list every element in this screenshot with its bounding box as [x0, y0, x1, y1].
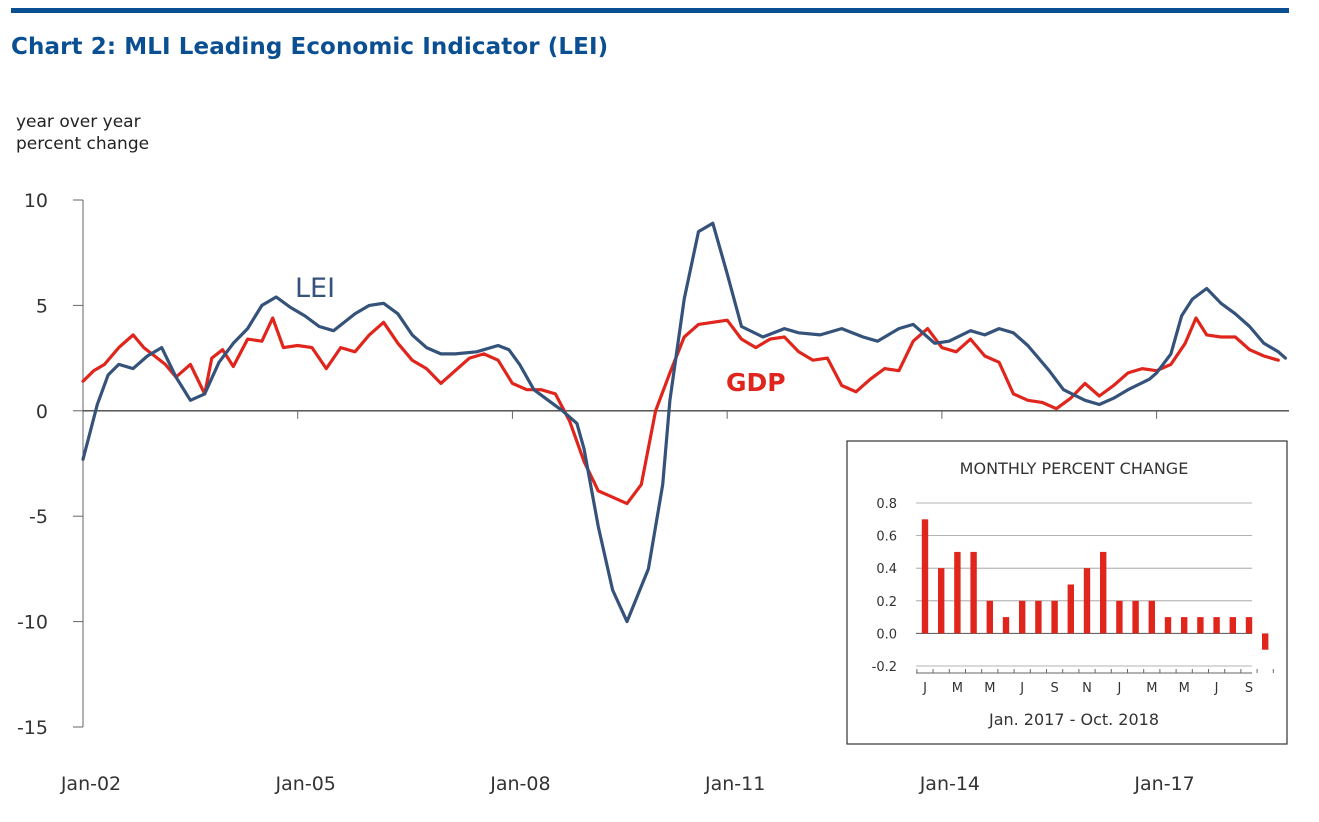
series-line-lei	[81, 221, 1287, 624]
inset-bar	[1181, 617, 1188, 634]
inset-bar	[970, 551, 977, 634]
series-label-lei: LEI	[295, 273, 335, 304]
inset-bar	[1100, 551, 1107, 634]
inset-x-label: Jan. 2017 - Oct. 2018	[988, 710, 1159, 729]
inset-bar	[1116, 600, 1123, 634]
inset-bar	[1002, 617, 1010, 634]
inset-x-tick-label: J	[1019, 681, 1024, 696]
inset-bar	[938, 568, 945, 634]
inset-y-tick-label: 0.6	[876, 530, 897, 545]
inset-bar	[1148, 600, 1155, 634]
inset-x-tick-label: J	[1116, 681, 1121, 696]
x-tick-label: Jan-05	[275, 773, 336, 795]
x-tick-label: Jan-02	[60, 773, 121, 795]
inset-frame	[846, 440, 1288, 745]
inset-x-tick-label: M	[1146, 681, 1157, 696]
inset-bar	[921, 519, 929, 634]
y-tick-label: -15	[17, 717, 48, 739]
series-line-gdp	[81, 316, 1280, 506]
inset-bar	[1197, 617, 1204, 634]
y-axis-label: year over year percent change	[16, 111, 149, 155]
y-tick-label: -10	[17, 612, 48, 634]
inset-y-tick-label: 0.2	[876, 595, 897, 610]
inset-x-tick-label: M	[952, 681, 963, 696]
top-rule	[11, 8, 1289, 13]
inset-x-tick-label: M	[1179, 681, 1190, 696]
y-tick-label: 0	[36, 401, 48, 423]
inset-y-tick-label: 0.8	[876, 497, 897, 512]
inset-bar	[954, 551, 961, 634]
inset-x-tick-label: S	[1245, 681, 1253, 696]
inset-bar	[1132, 600, 1139, 634]
inset-bar	[986, 600, 993, 634]
inset-x-tick-label: S	[1050, 681, 1058, 696]
y-tick-label: 5	[36, 295, 48, 317]
x-tick-label: Jan-08	[489, 773, 550, 795]
inset-title: MONTHLY PERCENT CHANGE	[960, 459, 1189, 478]
inset-bar	[1019, 600, 1026, 634]
y-axis-label-line1: year over year	[16, 112, 141, 132]
inset-x-tick-label: N	[1082, 681, 1092, 696]
inset-bar	[1083, 568, 1091, 634]
x-tick-label: Jan-11	[704, 773, 765, 795]
x-tick-label: Jan-14	[919, 773, 980, 795]
inset-y-tick-label: -0.2	[872, 660, 897, 675]
inset-bar	[1229, 617, 1236, 634]
y-tick-label: 10	[24, 190, 48, 212]
inset-x-tick-label: M	[984, 681, 995, 696]
inset-x-tick-label: J	[1214, 681, 1219, 696]
inset-y-tick-label: 0.0	[876, 627, 897, 642]
inset-bar	[1035, 600, 1042, 634]
inset-bar	[1262, 633, 1269, 650]
x-tick-label: Jan-17	[1133, 773, 1194, 795]
chart-title: Chart 2: MLI Leading Economic Indicator …	[11, 34, 609, 60]
y-axis-label-line2: percent change	[16, 134, 150, 154]
inset-bar	[1164, 617, 1172, 634]
inset-x-tick-label: J	[922, 681, 927, 696]
inset-bar	[1213, 617, 1220, 634]
series-label-gdp: GDP	[726, 368, 786, 397]
y-tick-label: -5	[29, 506, 48, 528]
inset-y-tick-label: 0.4	[876, 562, 897, 577]
inset-bar	[1245, 617, 1253, 634]
inset-bar	[1067, 584, 1074, 634]
inset-bar	[1051, 600, 1058, 634]
